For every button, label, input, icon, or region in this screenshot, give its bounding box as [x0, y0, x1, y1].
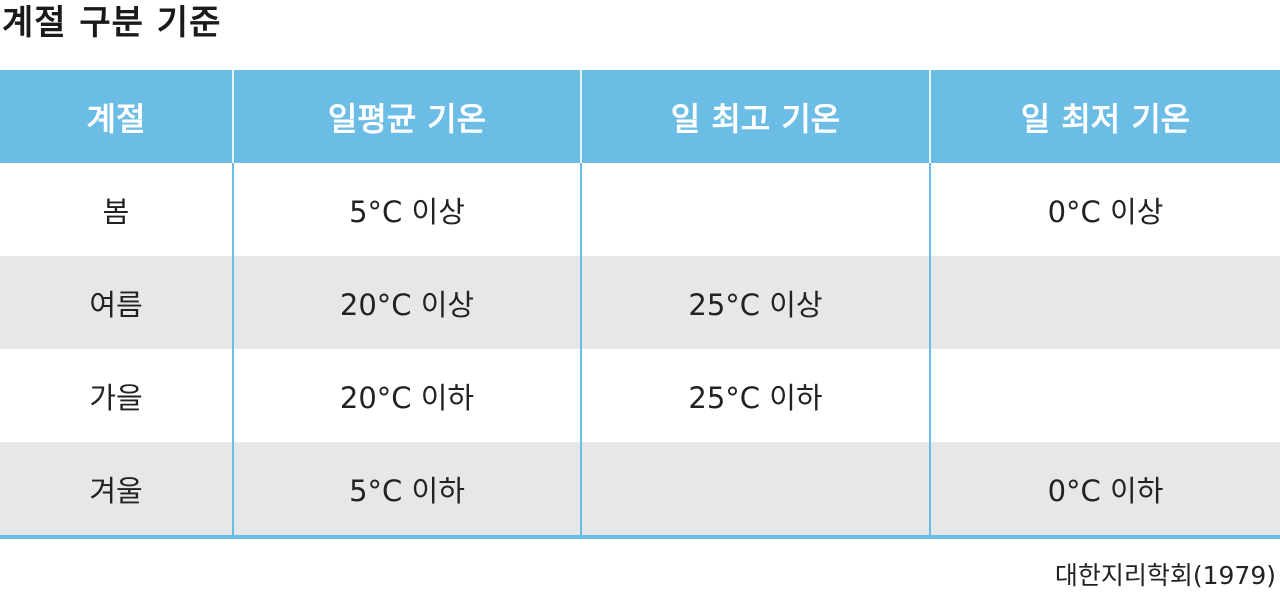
table-row: 봄 5°C 이상 0°C 이상	[0, 163, 1280, 256]
header-season: 계절	[0, 70, 233, 163]
cell-daily-min: 0°C 이상	[929, 163, 1280, 256]
cell-season: 가을	[89, 380, 143, 415]
cell-daily-mean: 5°C 이하	[232, 442, 581, 539]
cell-daily-max	[580, 442, 930, 539]
page-title: 계절 구분 기준	[2, 3, 222, 43]
cell-daily-mean: 20°C 이하	[232, 349, 581, 442]
cell-daily-max: 25°C 이하	[580, 349, 930, 442]
cell-season: 겨울	[0, 442, 233, 539]
season-criteria-table: 계절 일평균 기온 일 최고 기온 일 최저 기온 봄 5°C 이상 0°C 이…	[0, 70, 1280, 539]
source-citation: 대한지리학회(1979)	[1054, 561, 1276, 590]
cell-daily-mean: 5°C 이상	[232, 163, 581, 256]
table-row: 겨울 5°C 이하 0°C 이하	[0, 442, 1280, 539]
header-daily-min: 일 최저 기온	[929, 70, 1280, 163]
table-row: 가을 20°C 이하 25°C 이하	[0, 349, 1280, 442]
cell-daily-min	[929, 349, 1280, 442]
cell-daily-min	[929, 256, 1280, 349]
cell-daily-max	[580, 163, 930, 256]
cell-daily-min: 0°C 이하	[929, 442, 1280, 539]
cell-season: 봄	[102, 194, 130, 229]
cell-daily-mean: 20°C 이상	[232, 256, 581, 349]
table-header-row: 계절 일평균 기온 일 최고 기온 일 최저 기온	[0, 70, 1280, 163]
cell-daily-max: 25°C 이상	[580, 256, 930, 349]
header-daily-max: 일 최고 기온	[580, 70, 930, 163]
header-daily-mean: 일평균 기온	[232, 70, 581, 163]
cell-season: 여름	[0, 256, 233, 349]
table-row: 여름 20°C 이상 25°C 이상	[0, 256, 1280, 349]
